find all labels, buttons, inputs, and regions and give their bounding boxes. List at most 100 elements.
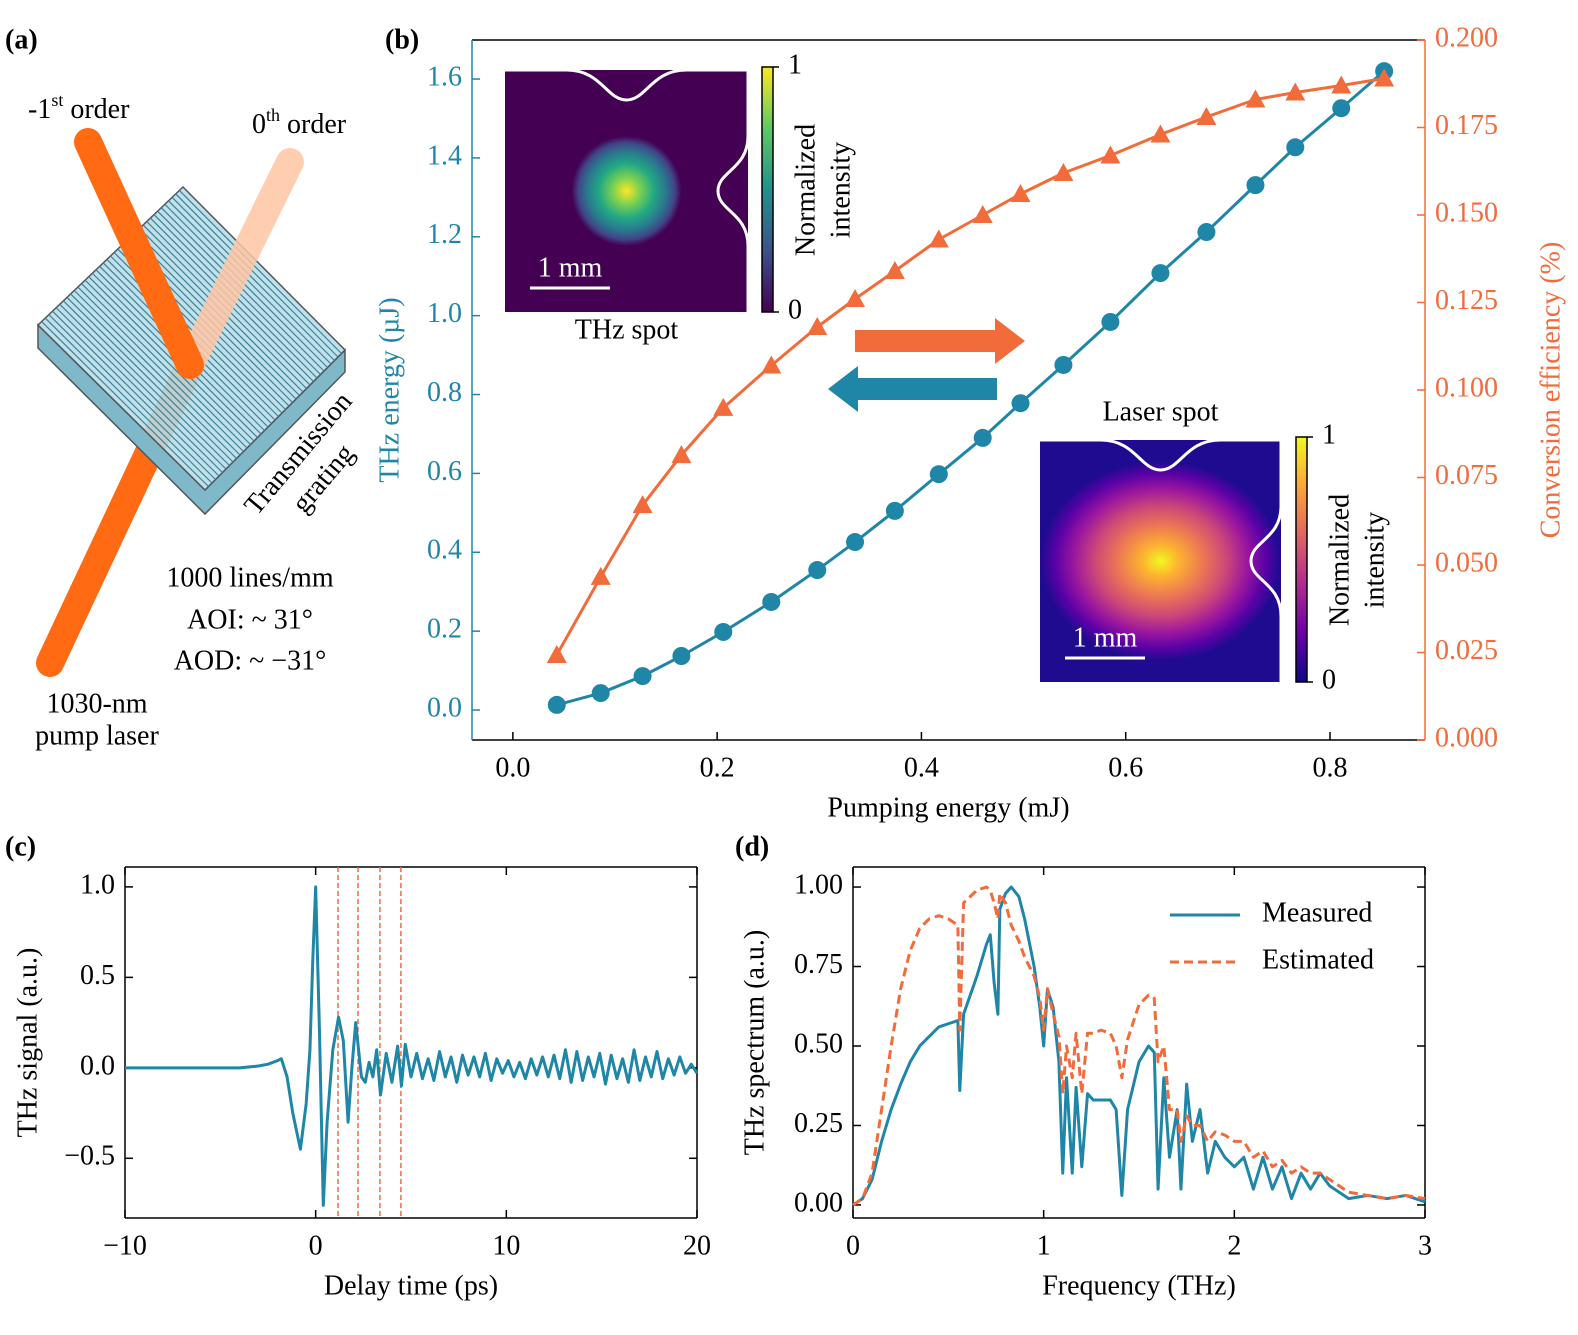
data-line [852,885,1426,1207]
groove [178,190,342,354]
label-part: -1 [28,94,51,125]
y-tick-label: 1.4 [427,140,462,171]
label-part: 0 [252,109,266,140]
data-point [973,428,992,447]
data-point [929,465,948,484]
scale-label: 1 mm [1073,622,1138,653]
groove [175,193,339,358]
colorbar-label: intensity [1359,512,1390,608]
data-point [884,261,905,279]
colorbar [1295,436,1308,683]
x-tick-label: 0.4 [904,752,939,783]
y-axis-label: THz energy (µJ) [374,297,405,482]
colorbar-tick-label: 0 [1322,664,1336,695]
laser-label: 1030-nm [46,688,147,719]
data-point [761,355,782,374]
data-point [1151,264,1170,283]
colorbar-label: intensity [825,142,856,238]
y-tick-label: 0.6 [427,456,462,487]
data-point [547,695,566,714]
data-point [714,622,733,641]
data-point [762,592,781,611]
groove [168,200,332,365]
colorbar-tick-label: 1 [788,49,802,80]
heatmap-spot [1040,461,1281,661]
zeroth-order-beam [176,148,304,379]
groove [55,307,223,473]
colorbar-tick-label: 1 [1322,419,1336,450]
data-point [1101,312,1120,331]
data-point [1196,107,1217,125]
data-point [885,501,904,520]
data-point [808,561,827,580]
profile-curve [1249,440,1283,682]
groove [171,196,335,361]
y2-tick-label: 0.100 [1435,372,1498,403]
x-axis-label: Frequency (THz) [1042,1270,1236,1301]
y-tick-label: 0.8 [427,377,462,408]
data-line [125,885,699,1207]
y2-tick-label: 0.175 [1435,110,1498,141]
data-point [845,289,866,307]
data-point [1332,99,1351,118]
beam-label: -1st order [28,90,130,125]
data-point [590,566,611,585]
data-point [1010,184,1031,202]
y-tick-label: 1.0 [80,869,115,900]
panel-label: (c) [5,831,36,862]
x-tick-label: 20 [683,1230,711,1261]
y2-tick-label: 0.000 [1435,722,1498,753]
data-point [807,317,828,335]
data-point [633,667,652,686]
data-point [1011,394,1030,413]
legend-label: Measured [1262,897,1372,928]
profile-curve [716,70,750,312]
data-point [1286,138,1305,157]
y-tick-label: 1.2 [427,219,462,250]
spec-text: 1000 lines/mm [166,562,333,593]
legend-label: Estimated [1262,944,1374,975]
data-point [972,205,993,223]
data-line [852,885,1426,1207]
data-point [1374,68,1395,87]
y-tick-label: 1.0 [427,298,462,329]
data-point [1245,89,1266,108]
scale-label: 1 mm [538,252,603,283]
groove [81,283,248,449]
heatmap-spot [571,136,682,246]
x-tick-label: 0 [846,1230,860,1261]
x-axis-label: Pumping energy (mJ) [827,792,1069,823]
y2-tick-label: 0.050 [1435,547,1498,578]
arrow-right [855,318,1025,364]
y2-tick-label: 0.150 [1435,197,1498,228]
data-point [546,644,567,663]
data-point [1331,75,1352,94]
groove [164,203,328,368]
panel-label: (d) [735,831,769,862]
first-order-beam [74,128,204,379]
x-tick-label: 0.0 [495,752,530,783]
x-tick-label: 0.8 [1313,752,1348,783]
y-tick-label: 0.00 [794,1187,843,1218]
y-axis-label: THz spectrum (a.u.) [739,930,770,1155]
groove [59,303,227,470]
groove [44,317,213,484]
grating-diagram: (a) -1st order 0th order Transmission gr… [5,24,361,751]
groove [70,293,237,459]
groove [62,300,230,466]
panel-label: (a) [5,24,38,55]
groove [73,290,241,456]
y-tick-label: 1.00 [794,869,843,900]
data-point [1197,223,1216,242]
x-tick-label: 3 [1418,1230,1432,1261]
data-point [713,397,734,416]
colorbar [761,66,774,313]
x-tick-label: 2 [1227,1230,1241,1261]
data-point [1150,124,1171,143]
data-point [591,684,610,703]
data-point [846,533,865,552]
laser-label: pump laser [35,720,159,751]
y-tick-label: 0.25 [794,1108,843,1139]
y-tick-label: −0.5 [64,1141,115,1172]
